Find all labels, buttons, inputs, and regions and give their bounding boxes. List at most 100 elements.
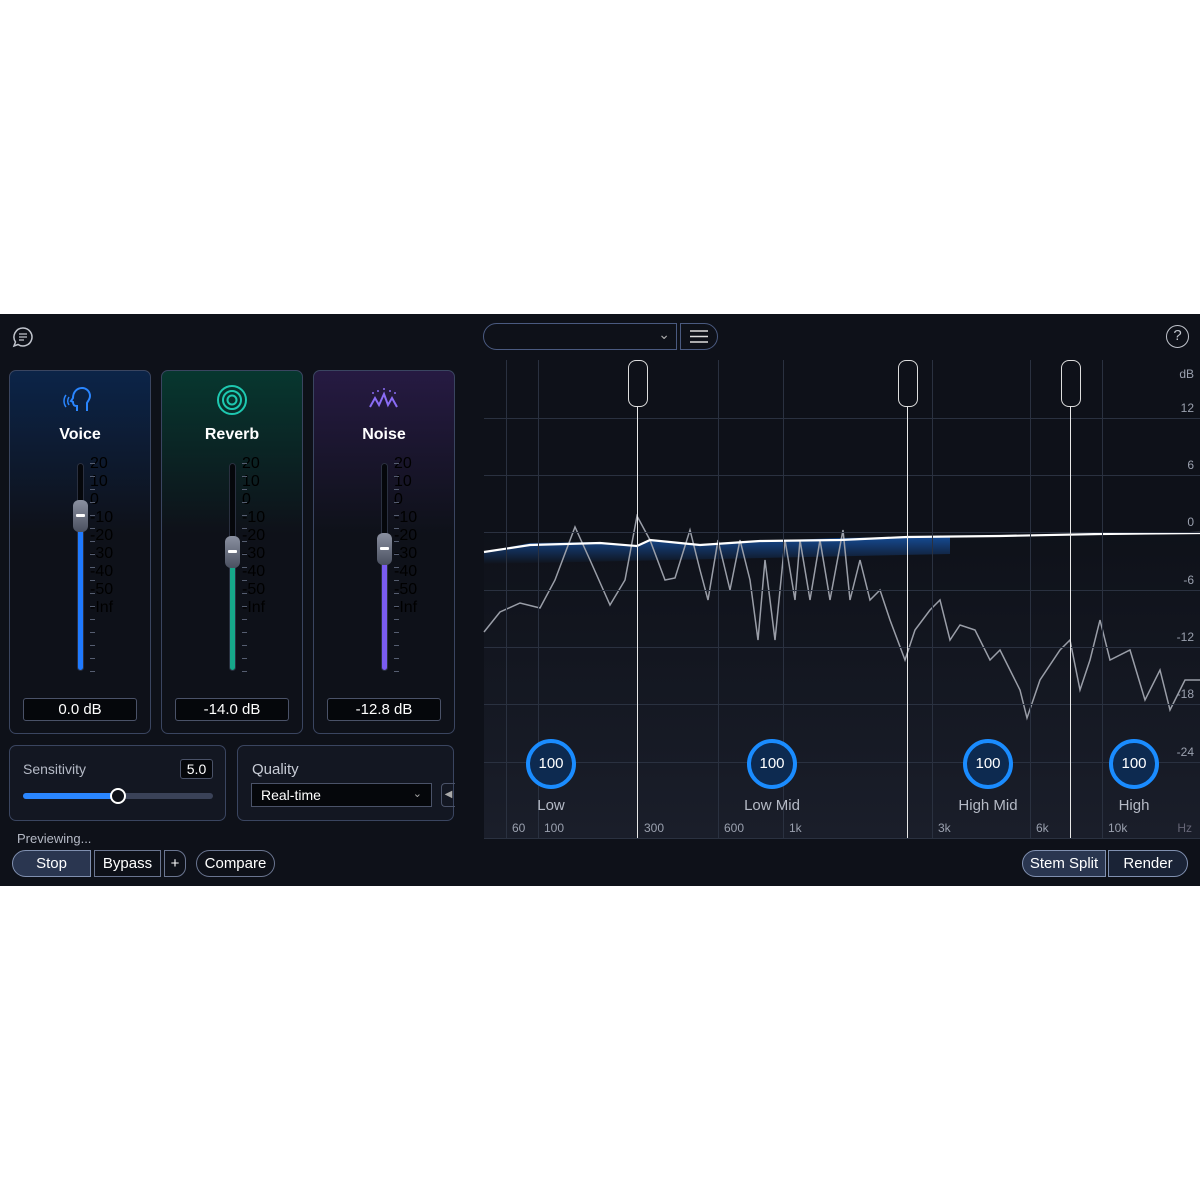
fader-fill: [230, 550, 235, 670]
noise-value-field[interactable]: -12.8 dB: [327, 698, 441, 721]
plugin-window: Voice 20 10 0 -10 -20 -30 -40 -50 -Inf 0.0 dB Re…: [0, 314, 1200, 886]
slider-thumb[interactable]: [110, 788, 126, 804]
spectrum-display[interactable]: [484, 360, 1200, 838]
scale-tick: [242, 463, 247, 464]
fader-thumb[interactable]: [225, 536, 240, 569]
scale-label: -Inf: [394, 599, 418, 616]
hz-unit: Hz: [1177, 821, 1192, 835]
band-knob-high-mid[interactable]: 100: [963, 739, 1013, 789]
band-split-handle[interactable]: [1060, 360, 1081, 407]
grid-line-v: [1030, 360, 1031, 838]
bypass-button[interactable]: Bypass: [94, 850, 161, 877]
band-knob-high[interactable]: 100: [1109, 739, 1159, 789]
band-split-handle[interactable]: [627, 360, 648, 407]
scale-tick: [394, 606, 399, 607]
scale-label: 20: [242, 455, 260, 472]
scale-label: 10: [242, 473, 260, 490]
output-spectrum-line: [483, 531, 1200, 554]
module-title: Reverb: [204, 426, 260, 443]
sensitivity-value-field[interactable]: 5.0: [180, 759, 213, 779]
fader-scale: 20 10 0 -10 -20 -30 -40 -50 -Inf: [90, 455, 130, 679]
band-knob-low-mid[interactable]: 100: [747, 739, 797, 789]
scale-label: 0: [242, 491, 251, 508]
scale-tick: [394, 619, 399, 620]
scale-tick: [242, 541, 247, 542]
chat-bubble-icon[interactable]: [12, 326, 34, 348]
input-spectrum-line: [483, 513, 1200, 721]
db-unit: dB: [1179, 367, 1194, 381]
fader-thumb[interactable]: [73, 500, 88, 532]
preset-dropdown[interactable]: ⌄: [483, 323, 677, 350]
hz-label: 10k: [1108, 821, 1128, 835]
collapse-arrow-icon[interactable]: ◀: [441, 783, 455, 807]
scale-tick: [394, 502, 399, 503]
chevron-down-icon: ⌄: [658, 326, 670, 342]
stop-button[interactable]: Stop: [12, 850, 91, 877]
band-label: Low Mid: [744, 797, 800, 814]
sensitivity-slider[interactable]: [23, 788, 213, 804]
scale-tick: [394, 580, 399, 581]
scale-tick: [242, 658, 247, 659]
scale-tick: [90, 541, 95, 542]
scale-label: -40: [90, 563, 114, 580]
scale-label: -Inf: [242, 599, 266, 616]
scale-tick: [242, 632, 247, 633]
preset-menu-button[interactable]: [680, 323, 718, 350]
fader-thumb[interactable]: [377, 533, 392, 566]
noise-fader[interactable]: [377, 463, 392, 671]
band-label: Low: [537, 797, 565, 814]
scale-label: 20: [90, 455, 108, 472]
hz-label: 300: [644, 821, 665, 835]
db-label: -12: [1176, 630, 1194, 644]
divider: [484, 838, 1200, 839]
scale-tick: [242, 645, 247, 646]
scale-label: 0: [90, 491, 99, 508]
scale-label: 20: [394, 455, 412, 472]
quality-selected: Real-time: [261, 787, 321, 803]
scale-tick: [394, 541, 399, 542]
scale-label: -30: [90, 545, 114, 562]
scale-label: -50: [90, 581, 114, 598]
scale-tick: [242, 502, 247, 503]
scale-tick: [90, 619, 95, 620]
compare-button[interactable]: Compare: [196, 850, 275, 877]
scale-tick: [90, 671, 95, 672]
scale-tick: [394, 463, 399, 464]
grid-line-v: [718, 360, 719, 838]
reverb-fader[interactable]: [225, 463, 240, 671]
hz-label: 600: [724, 821, 745, 835]
grid-line-v: [538, 360, 539, 838]
scale-label: 0: [394, 491, 403, 508]
hz-label: 6k: [1036, 821, 1049, 835]
voice-value-field[interactable]: 0.0 dB: [23, 698, 137, 721]
quality-panel: Quality Real-time ⌄ ◀: [237, 745, 455, 821]
noise-module: Noise 20 10 0 -10 -20 -30 -40 -50 -Inf -12.8 dB: [313, 370, 455, 734]
slider-fill: [23, 793, 118, 799]
scale-tick: [394, 593, 399, 594]
scale-tick: [90, 645, 95, 646]
help-icon[interactable]: ?: [1166, 325, 1189, 348]
voice-fader[interactable]: [73, 463, 88, 671]
sensitivity-panel: Sensitivity 5.0: [9, 745, 226, 821]
scale-tick: [90, 632, 95, 633]
scale-tick: [242, 528, 247, 529]
band-split-handle[interactable]: [897, 360, 918, 407]
grid-line-v: [932, 360, 933, 838]
scale-tick: [242, 671, 247, 672]
add-button[interactable]: +: [164, 850, 186, 877]
module-title: Voice: [59, 426, 101, 443]
reverb-value-field[interactable]: -14.0 dB: [175, 698, 289, 721]
scale-label: -20: [394, 527, 418, 544]
hz-label: 1k: [789, 821, 802, 835]
scale-label: -Inf: [90, 599, 114, 616]
band-label: High: [1118, 797, 1150, 814]
scale-tick: [242, 476, 247, 477]
scale-label: -20: [242, 527, 266, 544]
scale-tick: [394, 658, 399, 659]
band-knob-low[interactable]: 100: [526, 739, 576, 789]
render-button[interactable]: Render: [1108, 850, 1188, 877]
stem-split-button[interactable]: Stem Split: [1022, 850, 1106, 877]
quality-dropdown[interactable]: Real-time ⌄: [251, 783, 432, 807]
db-label: -18: [1176, 687, 1194, 701]
scale-label: -50: [242, 581, 266, 598]
